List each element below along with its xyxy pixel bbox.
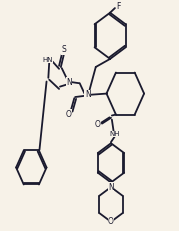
Text: O: O	[108, 217, 114, 226]
Text: N: N	[85, 90, 91, 99]
Text: NH: NH	[109, 131, 120, 137]
Text: N: N	[66, 78, 72, 86]
Text: O: O	[66, 110, 72, 119]
Text: S: S	[61, 45, 66, 54]
Text: F: F	[116, 3, 120, 11]
Text: O: O	[95, 120, 101, 129]
Text: N: N	[108, 183, 114, 191]
Text: HN: HN	[42, 57, 53, 63]
